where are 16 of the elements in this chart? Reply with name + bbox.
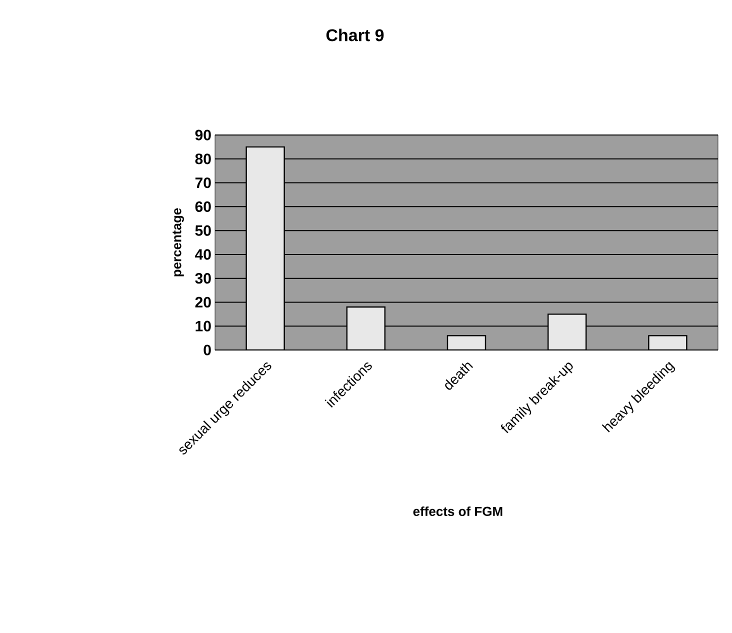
y-tick-label: 80 <box>195 154 211 164</box>
chart-title: Chart 9 <box>326 28 384 42</box>
y-tick-label: 60 <box>195 201 211 212</box>
y-tick-label: 0 <box>204 344 211 356</box>
y-axis-title: percentage <box>172 208 184 276</box>
y-tick-label: 30 <box>195 273 211 284</box>
y-tick-label: 40 <box>195 249 211 260</box>
y-tick-label: 50 <box>195 225 211 236</box>
y-tick-label: 70 <box>195 177 211 188</box>
y-tick-label: 10 <box>196 320 211 332</box>
bar <box>346 306 386 350</box>
x-axis-title: effects of FGM <box>413 506 502 516</box>
y-tick-label: 20 <box>195 296 211 308</box>
y-tick-label: 90 <box>195 130 211 140</box>
bar <box>246 146 285 350</box>
bar <box>548 314 587 350</box>
